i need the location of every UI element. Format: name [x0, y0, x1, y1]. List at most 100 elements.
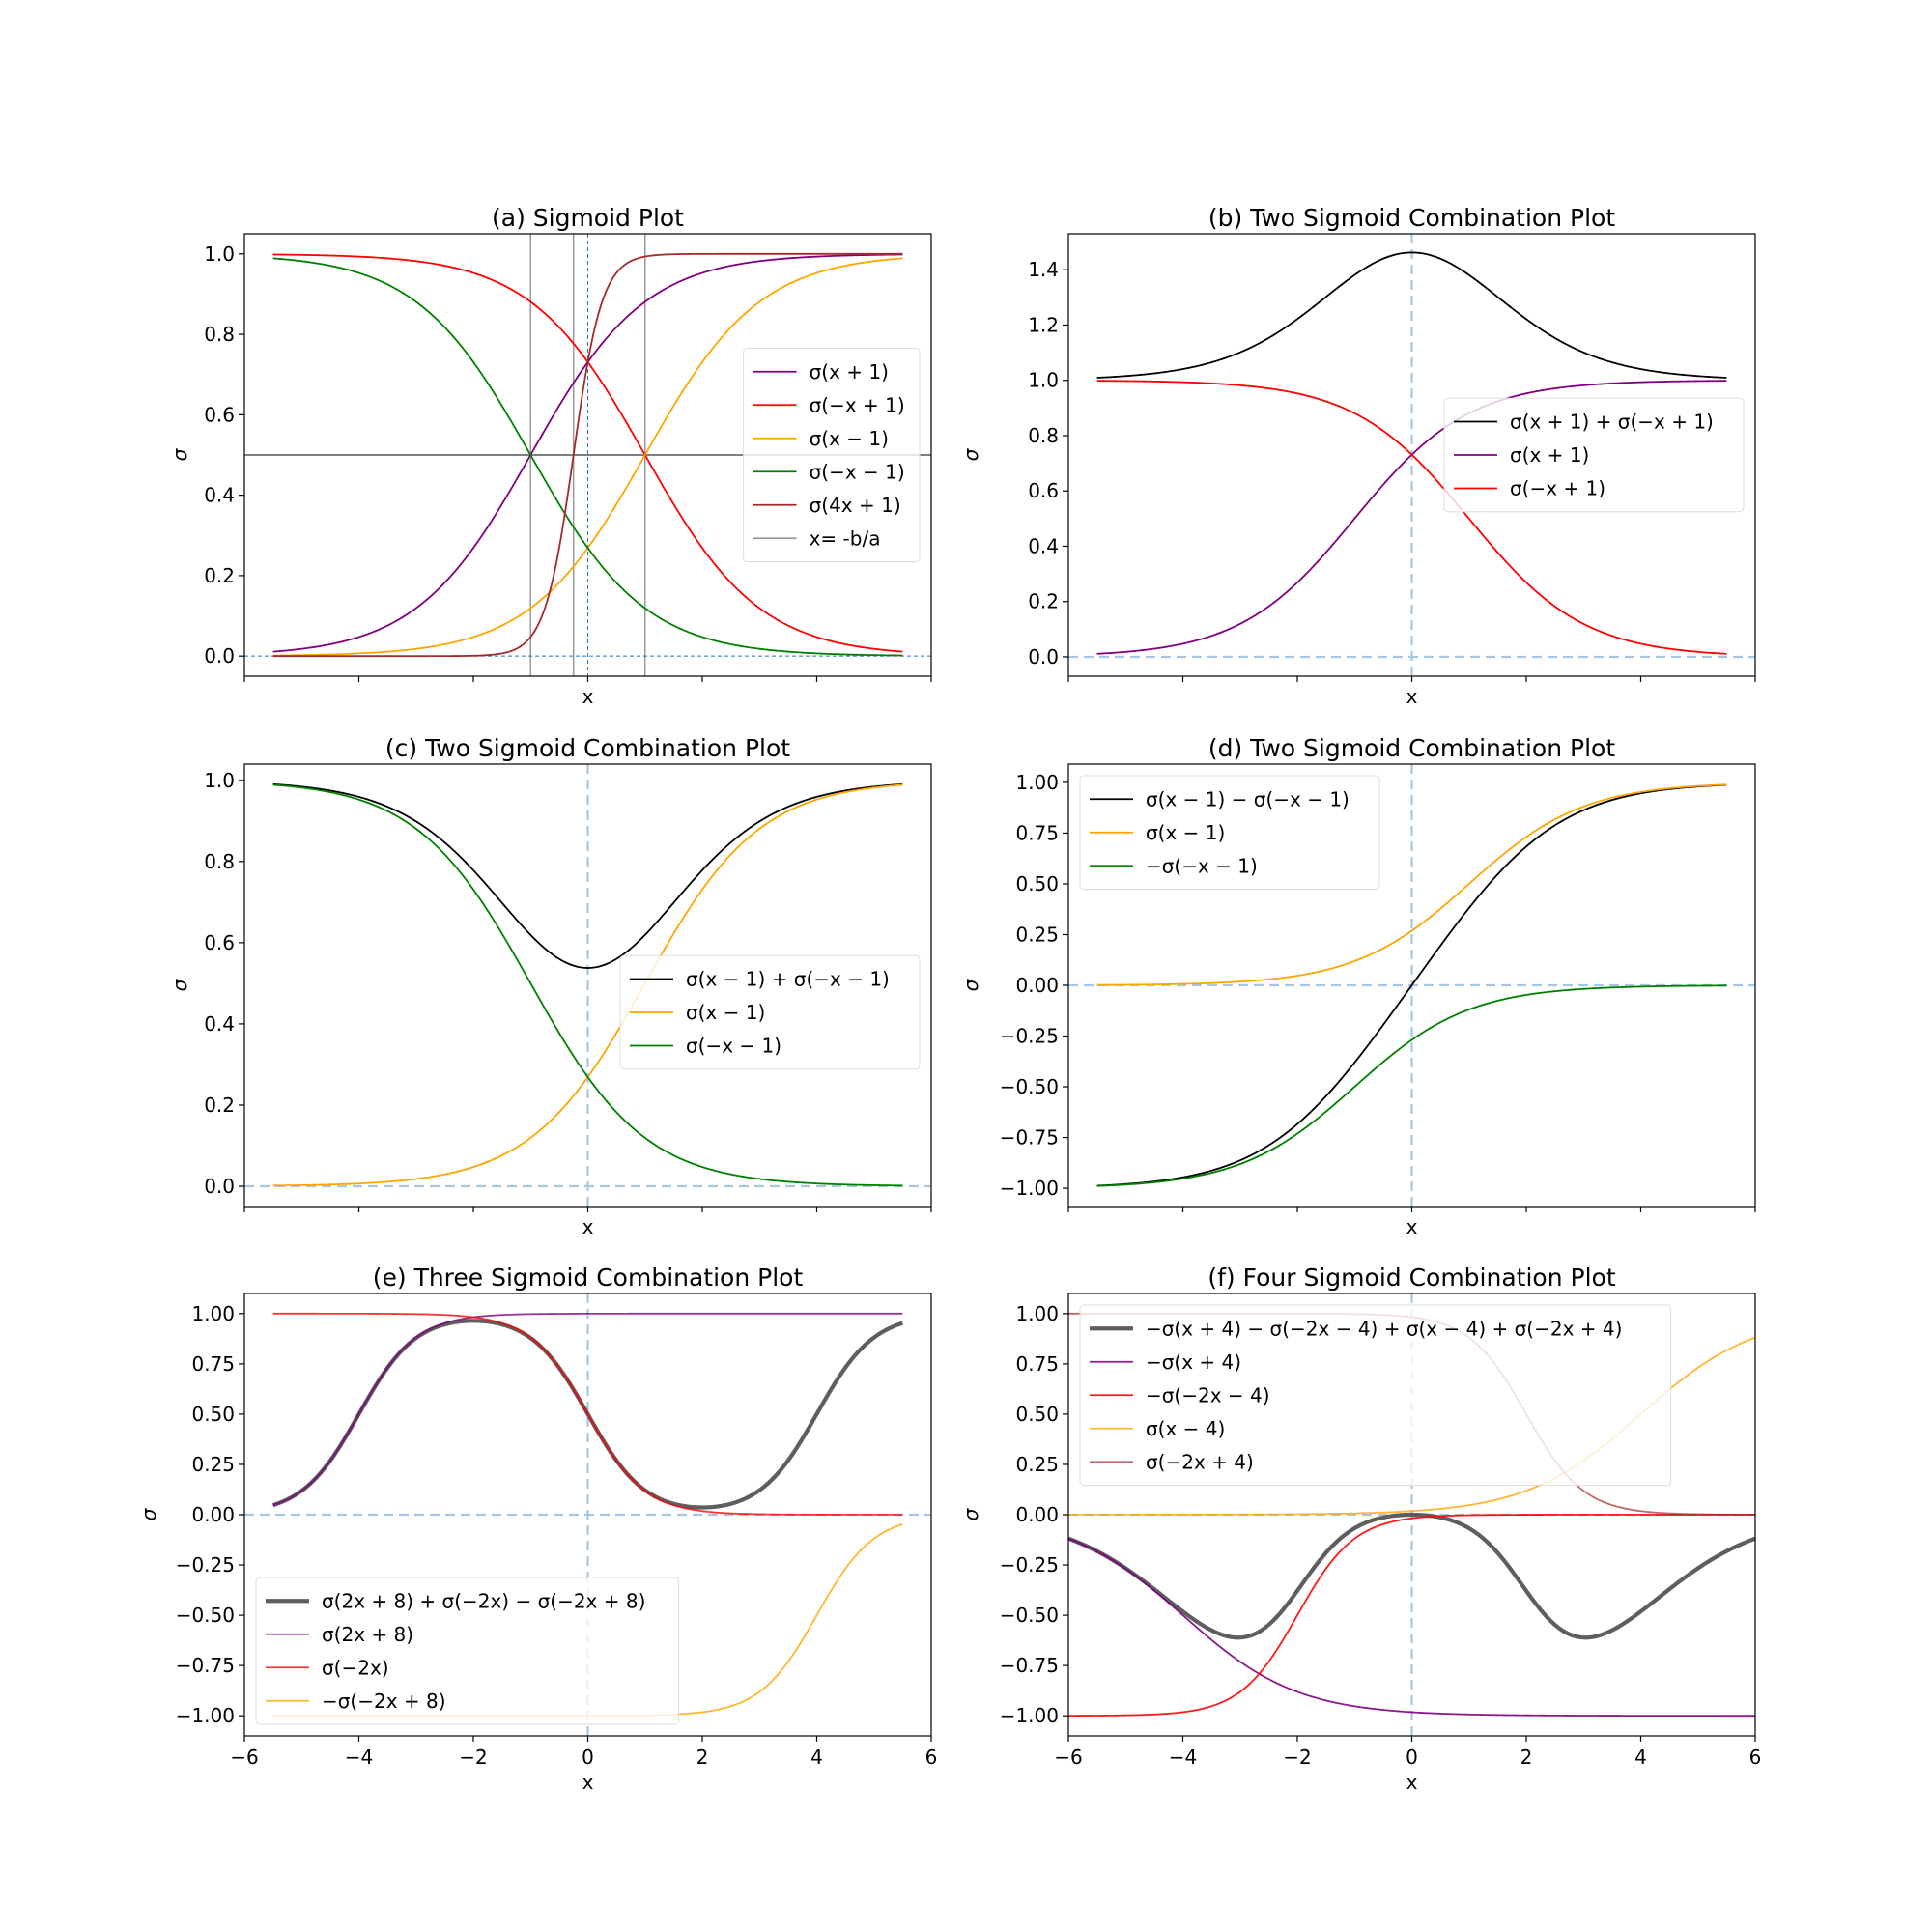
series-line-0 [1096, 251, 1727, 379]
y-tick-label: −0.25 [176, 1553, 235, 1577]
y-tick-label: −1.00 [1000, 1177, 1059, 1200]
x-tick-label: 2 [696, 1746, 709, 1769]
y-tick-label: 0.6 [204, 403, 235, 426]
series-line-3 [272, 257, 903, 657]
legend-label: σ(2x + 8) + σ(−2x) − σ(−2x + 8) [322, 1589, 645, 1612]
y-tick-label: 0.4 [204, 484, 235, 507]
series-line-2 [1068, 1514, 1755, 1718]
y-tick-label: 0.2 [204, 564, 235, 587]
legend-label: σ(−x − 1) [810, 460, 905, 483]
y-tick-label: 0.8 [1028, 424, 1059, 447]
y-tick-label: 0.75 [1015, 1352, 1059, 1376]
panel-title: (b) Two Sigmoid Combination Plot [1208, 204, 1615, 232]
y-tick-label: 0.75 [191, 1352, 235, 1376]
y-tick-label: 0.0 [204, 644, 235, 668]
y-tick-label: −0.25 [1000, 1025, 1059, 1048]
legend: σ(x − 1) + σ(−x − 1) σ(x − 1) σ(−x − 1) [619, 954, 921, 1070]
plot-area [244, 234, 931, 676]
x-tick-label: 4 [1634, 1746, 1647, 1769]
y-tick-label: 0.00 [1015, 974, 1059, 997]
chart-panel-f: −1.00 −0.75 −0.50 −0.25 0.00 0.25 0.50 0.75 1.00… [959, 1264, 1761, 1794]
y-tick-label: −0.50 [1000, 1075, 1059, 1098]
y-tick-label: 0.2 [1028, 590, 1059, 613]
legend-label: x= -b/a [810, 526, 881, 550]
x-axis-label: x [582, 1215, 594, 1238]
legend-label: σ(−x − 1) [686, 1035, 781, 1058]
series-line-4 [272, 252, 903, 658]
y-tick-label: 0.50 [1015, 872, 1059, 895]
y-tick-label: 0.00 [1015, 1503, 1059, 1526]
legend-label: σ(4x + 1) [810, 494, 901, 517]
legend: σ(x + 1) + σ(−x + 1) σ(x + 1) σ(−x + 1) [1443, 397, 1745, 513]
y-tick-label: 0.0 [204, 1175, 235, 1198]
y-tick-label: 0.4 [204, 1012, 235, 1036]
legend-label: σ(x + 1) [1510, 443, 1589, 467]
panel-title: (d) Two Sigmoid Combination Plot [1208, 734, 1615, 762]
x-axis-label: x [1406, 685, 1418, 708]
legend-label: σ(−x + 1) [810, 393, 905, 416]
legend-box [1443, 397, 1745, 513]
y-axis-label: σ [168, 447, 191, 461]
x-tick-label: −4 [345, 1746, 373, 1769]
panel-title: (f) Four Sigmoid Combination Plot [1208, 1264, 1615, 1292]
legend: σ(x − 1) − σ(−x − 1) σ(x − 1) −σ(−x − 1) [1079, 775, 1380, 890]
x-tick-label: −4 [1169, 1746, 1197, 1769]
legend-label: σ(x − 1) [686, 1001, 765, 1024]
y-tick-label: −0.75 [1000, 1126, 1059, 1150]
y-tick-label: 1.2 [1028, 313, 1059, 336]
legend-label: σ(x − 1) [810, 427, 889, 450]
legend-label: σ(−2x + 4) [1146, 1450, 1254, 1473]
y-tick-label: −0.25 [1000, 1553, 1059, 1577]
y-tick-label: 0.6 [1028, 479, 1059, 502]
y-tick-label: 1.00 [1015, 771, 1059, 794]
y-tick-label: 1.0 [204, 769, 235, 792]
legend-label: −σ(−x − 1) [1146, 854, 1258, 877]
legend-label: −σ(x + 4) − σ(−2x − 4) + σ(x − 4) + σ(−2… [1146, 1317, 1622, 1340]
legend-box [743, 348, 921, 562]
y-tick-label: 0.25 [1015, 923, 1059, 946]
legend-box [619, 954, 921, 1070]
y-tick-label: 0.00 [191, 1503, 235, 1526]
y-tick-label: 0.8 [204, 323, 235, 346]
legend-label: σ(−2x) [322, 1656, 389, 1679]
y-tick-label: 0.25 [191, 1453, 235, 1476]
legend-label: σ(x − 1) [1146, 821, 1225, 844]
y-tick-label: 0.2 [204, 1094, 235, 1117]
x-tick-label: 4 [810, 1746, 823, 1769]
series-line-2 [272, 1312, 903, 1516]
x-tick-label: −2 [459, 1746, 487, 1769]
y-tick-label: −0.75 [1000, 1654, 1059, 1677]
y-tick-label: −1.00 [1000, 1704, 1059, 1727]
x-tick-label: 6 [1749, 1746, 1762, 1769]
y-tick-label: 1.4 [1028, 258, 1059, 281]
y-tick-label: 0.8 [204, 850, 235, 873]
legend-label: σ(x − 1) − σ(−x − 1) [1146, 787, 1350, 810]
x-tick-label: 0 [1406, 1746, 1418, 1769]
legend-label: −σ(−2x + 8) [322, 1690, 446, 1713]
series-line-0 [1068, 1512, 1755, 1640]
y-tick-label: 0.75 [1015, 821, 1059, 844]
y-tick-label: 1.00 [1015, 1302, 1059, 1325]
chart-panel-a: 0.0 0.2 0.4 0.6 0.8 1.0 (a) Sigmoid Plot x σ σ(x … [168, 204, 932, 708]
legend-label: σ(x − 4) [1146, 1417, 1225, 1440]
y-tick-label: 0.6 [204, 931, 235, 954]
y-axis-label: σ [137, 1507, 160, 1520]
chart-panel-c: 0.0 0.2 0.4 0.6 0.8 1.0 (c) Two Sigmoid Combin… [168, 734, 932, 1238]
legend-label: σ(2x + 8) [322, 1623, 413, 1646]
legend-box [1079, 1304, 1672, 1486]
y-tick-label: 0.25 [1015, 1453, 1059, 1476]
legend-label: −σ(−2x − 4) [1146, 1383, 1270, 1406]
series-line-2 [1096, 984, 1727, 1187]
x-axis-label: x [582, 1771, 594, 1794]
series-line-1 [1096, 783, 1727, 986]
x-axis-label: x [582, 685, 594, 708]
series-line-0 [272, 782, 903, 969]
y-tick-label: −0.50 [1000, 1604, 1059, 1627]
x-axis-label: x [1406, 1771, 1418, 1794]
x-tick-label: −6 [1054, 1746, 1082, 1769]
panel-title: (a) Sigmoid Plot [492, 204, 684, 232]
y-tick-label: −0.75 [176, 1654, 235, 1677]
chart-panel-e: −1.00 −0.75 −0.50 −0.25 0.00 0.25 0.50 0.75 1.00… [137, 1264, 937, 1794]
y-tick-label: −1.00 [176, 1704, 235, 1727]
